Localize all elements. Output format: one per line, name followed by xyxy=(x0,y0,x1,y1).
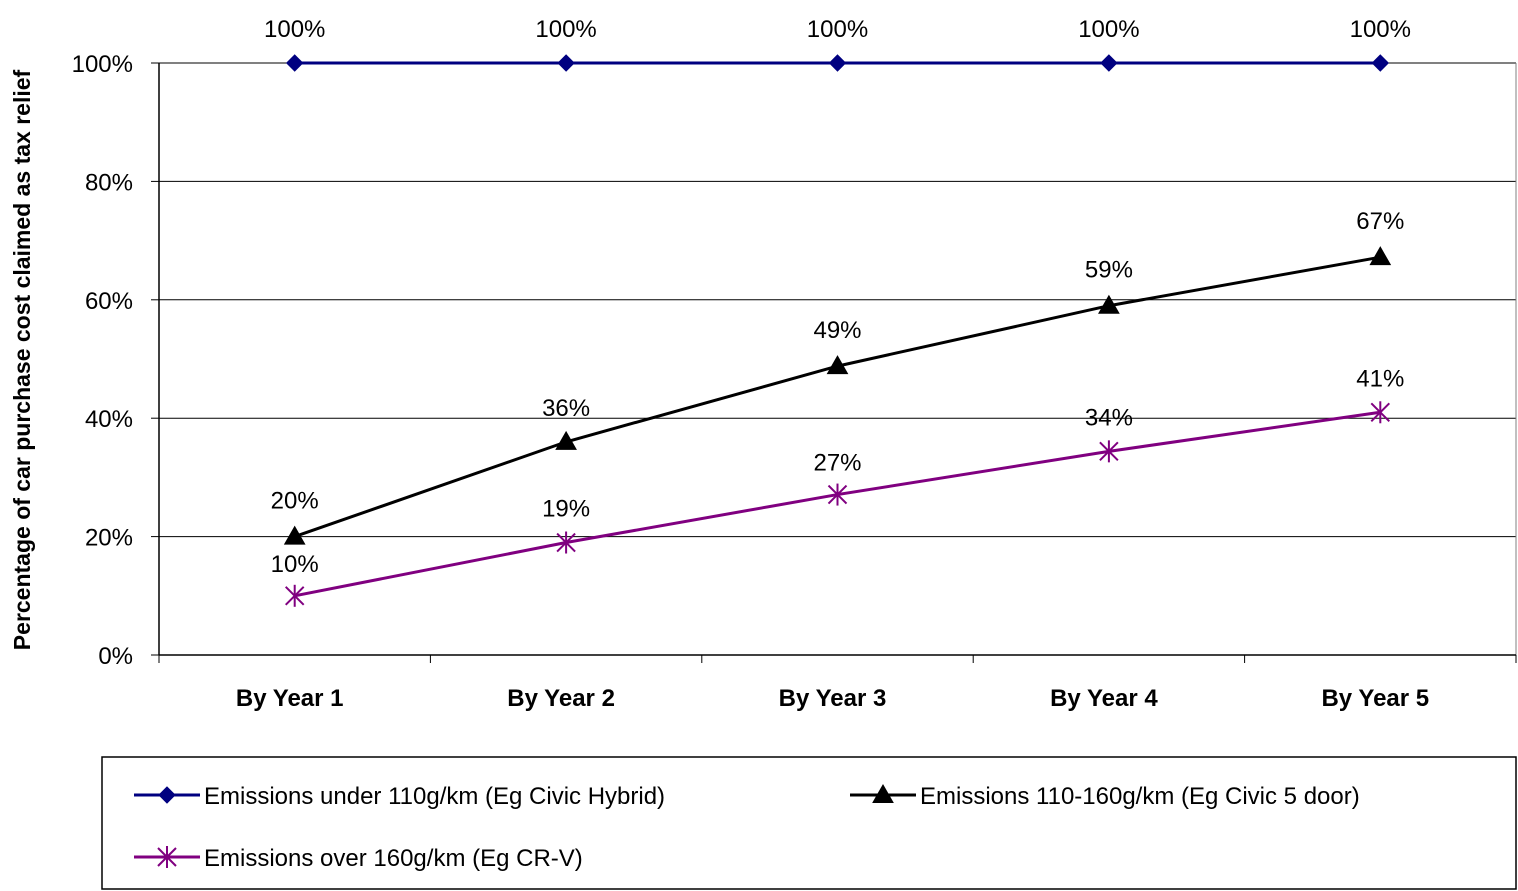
data-point-triangle xyxy=(555,430,577,450)
data-point-diamond xyxy=(557,54,575,72)
legend-box xyxy=(101,756,1517,890)
data-label: 59% xyxy=(1085,257,1133,284)
data-label: 19% xyxy=(542,496,590,523)
legend-marker-triangle xyxy=(872,783,894,803)
data-label: 100% xyxy=(535,16,596,43)
y-tick-label: 20% xyxy=(85,525,133,552)
legend-label: Emissions under 110g/km (Eg Civic Hybrid… xyxy=(204,783,665,810)
data-point-asterisk xyxy=(284,584,305,607)
data-label: 100% xyxy=(264,16,325,43)
data-point-asterisk xyxy=(1099,440,1119,463)
legend-label: Emissions over 160g/km (Eg CR-V) xyxy=(204,845,583,872)
legend: Emissions under 110g/km (Eg Civic Hybrid… xyxy=(101,756,1517,890)
x-tick-label: By Year 4 xyxy=(1050,685,1158,712)
x-tick-label: By Year 2 xyxy=(507,685,615,712)
data-label: 20% xyxy=(271,488,319,515)
data-point-diamond xyxy=(828,54,847,72)
data-label: 100% xyxy=(807,16,868,43)
legend-entry: Emissions under 110g/km (Eg Civic Hybrid… xyxy=(134,783,665,810)
data-label: 49% xyxy=(813,317,861,344)
data-labels: 100% 100% 100% 100% 100% 20% 36% 49% 59% 67% 10% 19… xyxy=(264,16,1411,578)
data-point-asterisk xyxy=(556,531,576,554)
data-point-asterisk xyxy=(1370,401,1391,424)
x-tick-label: By Year 3 xyxy=(779,685,887,712)
legend-label: Emissions 110-160g/km (Eg Civic 5 door) xyxy=(920,783,1360,810)
y-tick-label: 0% xyxy=(98,643,133,670)
data-label: 67% xyxy=(1356,208,1404,235)
y-tick-label: 100% xyxy=(72,51,133,78)
legend-entry: Emissions over 160g/km (Eg CR-V) xyxy=(134,845,583,872)
axes: 0% 20% 40% 60% 80% 100% By Year 1 By Year 2 By Y… xyxy=(72,51,1517,712)
data-point-triangle xyxy=(1098,294,1120,314)
y-tick-label: 60% xyxy=(85,288,133,315)
data-label: 36% xyxy=(542,395,590,422)
data-point-triangle xyxy=(1369,246,1392,266)
data-point-triangle xyxy=(283,525,306,545)
data-label: 100% xyxy=(1350,16,1411,43)
data-point-triangle xyxy=(826,355,849,375)
data-label: 41% xyxy=(1356,365,1404,392)
y-tick-label: 80% xyxy=(85,169,133,196)
legend-entry: Emissions 110-160g/km (Eg Civic 5 door) xyxy=(850,783,1360,810)
legend-marker-asterisk xyxy=(157,846,177,868)
data-label: 27% xyxy=(813,450,861,477)
x-tick-label: By Year 1 xyxy=(236,685,344,712)
data-point-diamond xyxy=(1371,54,1390,72)
data-point-asterisk xyxy=(827,483,848,506)
data-label: 10% xyxy=(271,551,319,578)
series xyxy=(283,54,1392,607)
data-label: 100% xyxy=(1078,16,1139,43)
data-point-diamond xyxy=(285,54,304,72)
y-axis-title: Percentage of car purchase cost claimed … xyxy=(9,69,35,650)
data-label: 34% xyxy=(1085,404,1133,431)
legend-marker-diamond xyxy=(158,786,176,804)
y-tick-label: 40% xyxy=(85,406,133,433)
x-tick-label: By Year 5 xyxy=(1321,685,1429,712)
data-point-diamond xyxy=(1100,54,1118,72)
